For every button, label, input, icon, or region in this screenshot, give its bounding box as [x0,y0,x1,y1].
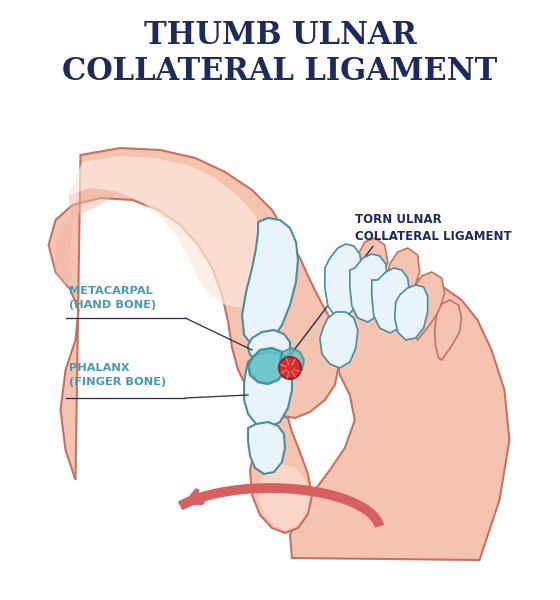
Text: METACARPAL
(HAND BONE): METACARPAL (HAND BONE) [68,286,156,310]
Polygon shape [325,244,362,318]
Polygon shape [320,312,358,368]
Polygon shape [385,248,419,320]
Polygon shape [355,238,388,310]
Polygon shape [395,285,428,340]
Text: TORN ULNAR
COLLATERAL LIGAMENT: TORN ULNAR COLLATERAL LIGAMENT [355,213,511,243]
Polygon shape [435,300,461,360]
Polygon shape [258,464,310,530]
Polygon shape [412,272,445,340]
Polygon shape [55,188,118,285]
Polygon shape [248,330,290,364]
Text: COLLATERAL LIGAMENT: COLLATERAL LIGAMENT [62,56,498,88]
Polygon shape [49,148,340,480]
Polygon shape [250,415,312,533]
Polygon shape [350,254,388,322]
Circle shape [279,357,301,379]
Text: PHALANX
(FINGER BONE): PHALANX (FINGER BONE) [68,364,166,386]
Polygon shape [372,268,410,333]
Polygon shape [290,278,510,560]
Text: THUMB ULNAR: THUMB ULNAR [143,19,417,50]
Polygon shape [248,348,287,384]
Polygon shape [244,352,292,428]
Polygon shape [68,156,270,308]
Polygon shape [248,422,285,474]
Polygon shape [279,348,304,376]
Polygon shape [242,218,298,348]
